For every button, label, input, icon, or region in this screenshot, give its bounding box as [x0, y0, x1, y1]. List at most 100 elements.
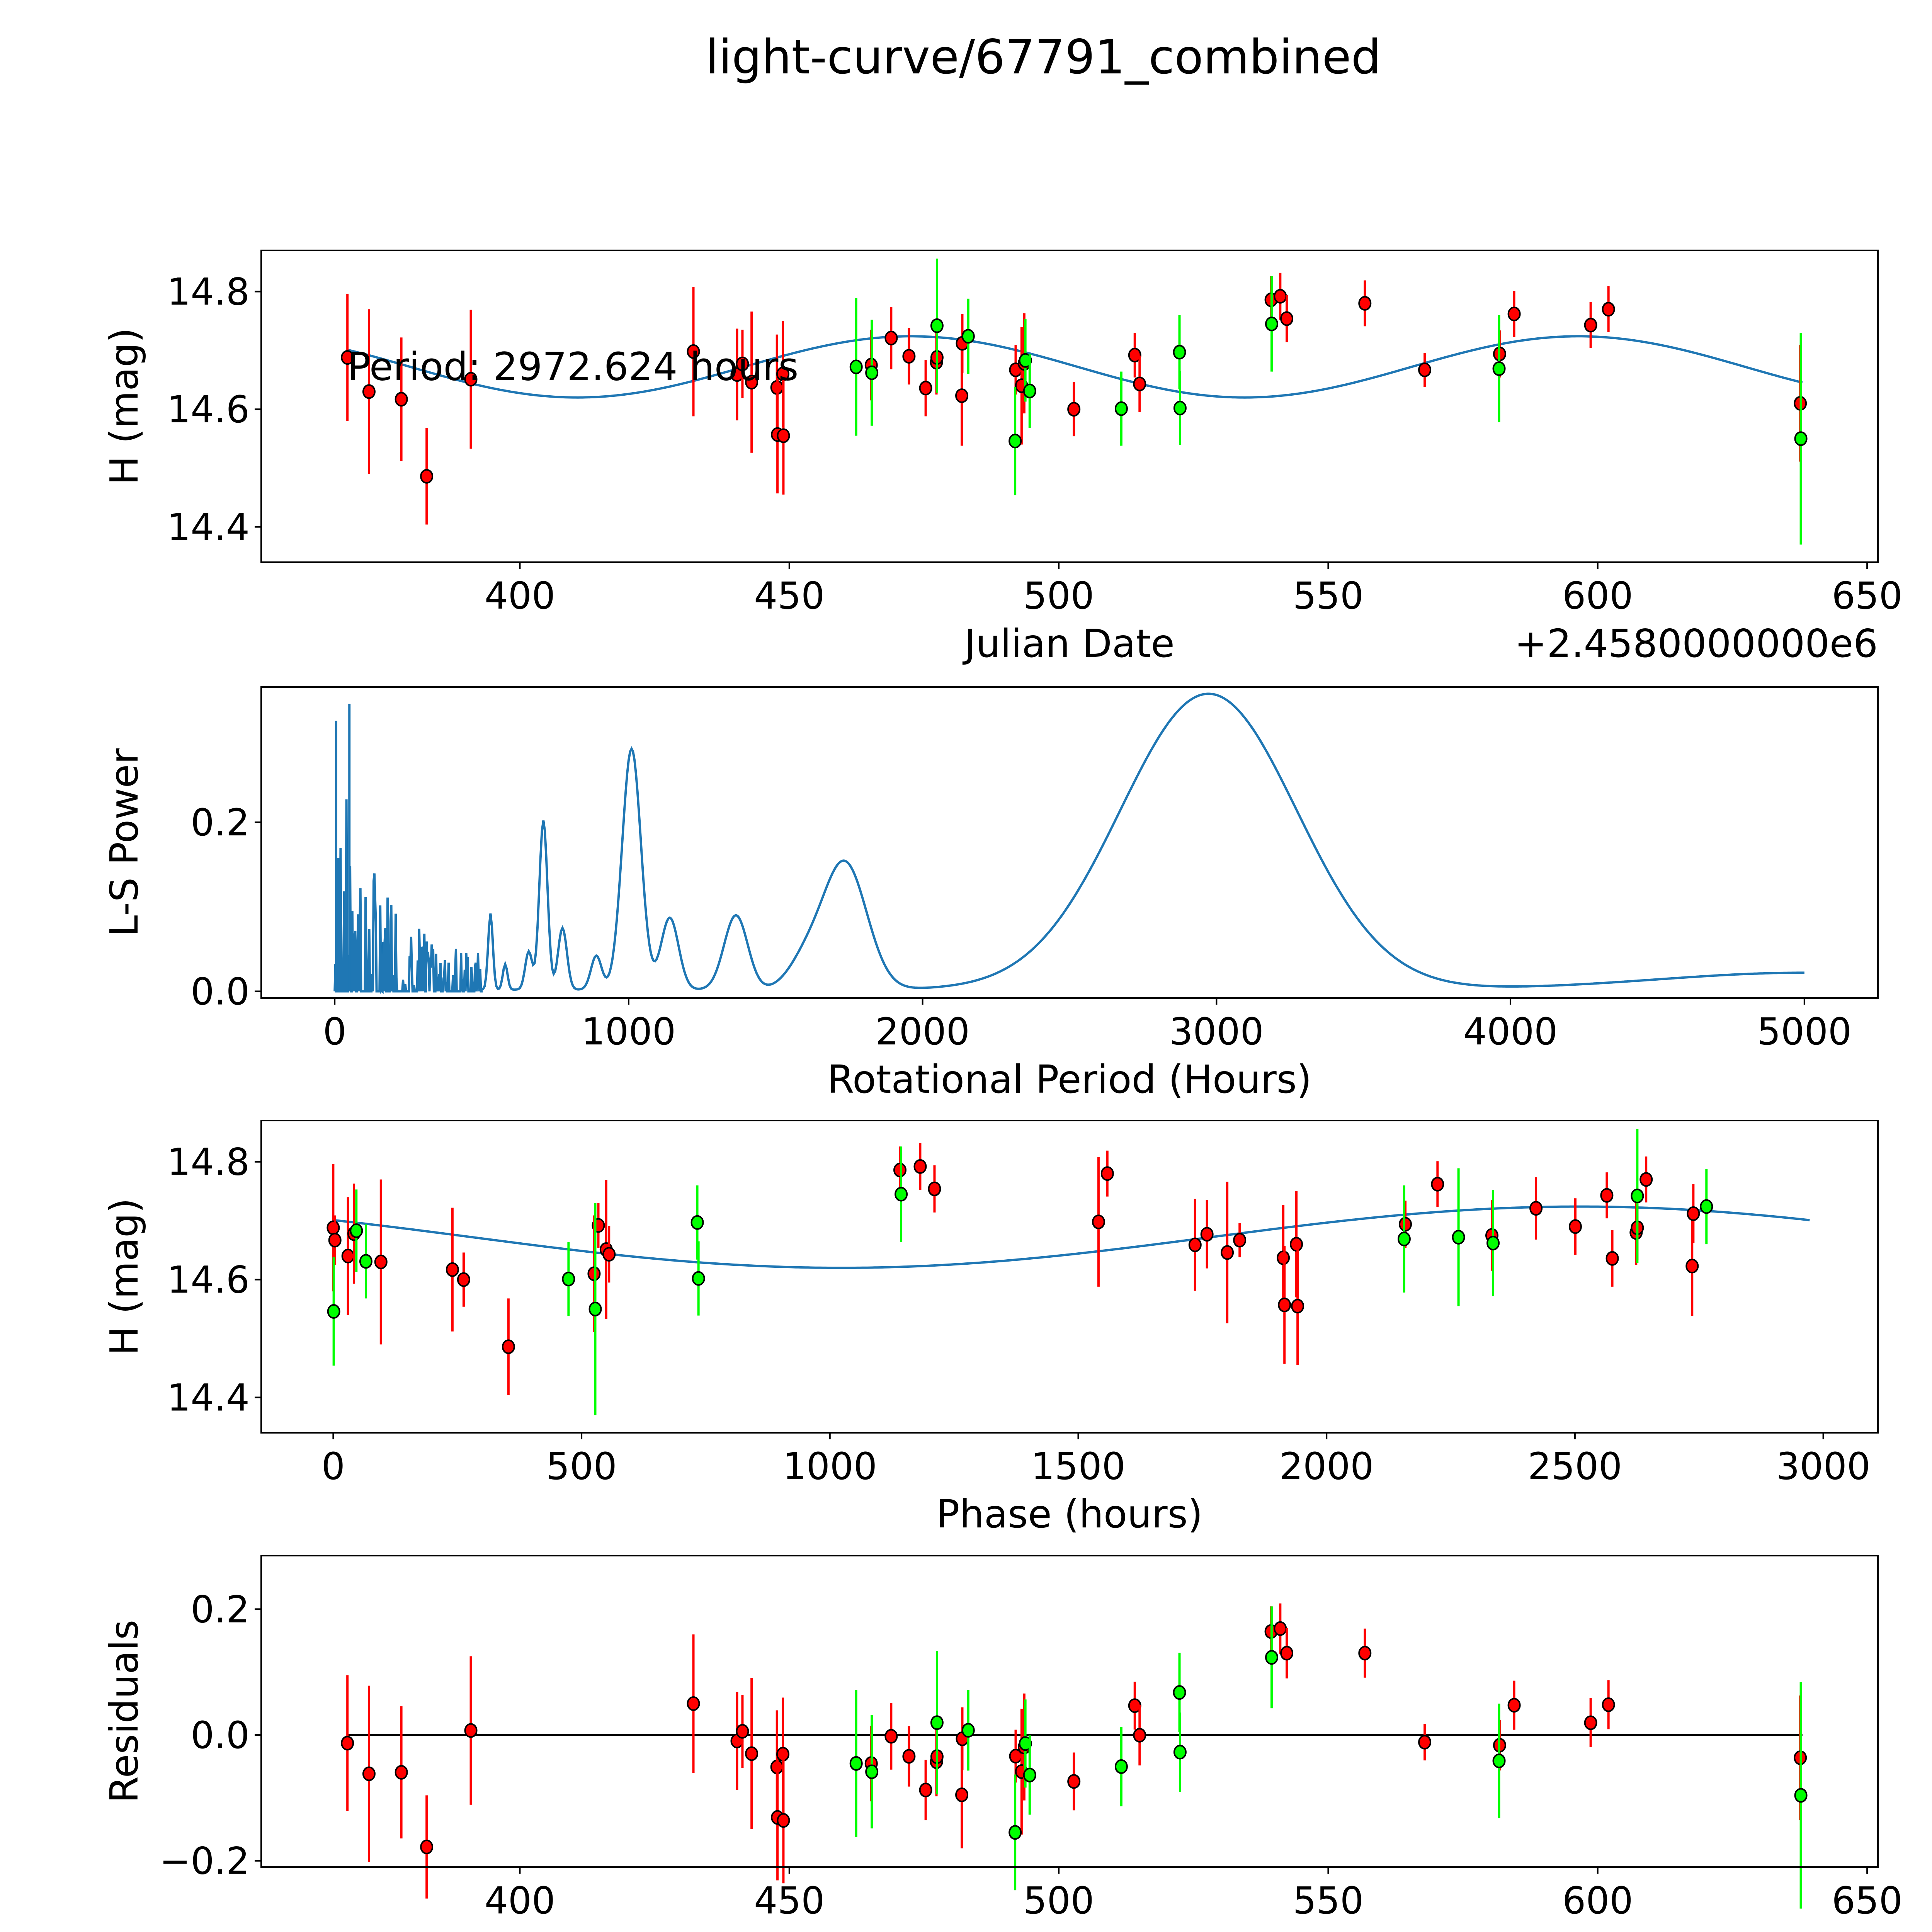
residual-point-red — [919, 1782, 932, 1798]
y-tick-label: 14.6 — [167, 388, 250, 431]
phased-point-red — [1278, 1298, 1291, 1313]
residual-point-red — [1507, 1698, 1521, 1713]
residual-point-green — [1009, 1825, 1022, 1840]
residual-point-green — [930, 1715, 944, 1730]
residual-point-red — [420, 1839, 434, 1854]
residual-point-red — [745, 1746, 759, 1761]
data-point-green — [1019, 353, 1032, 368]
data-point-green — [1492, 361, 1506, 376]
data-point-red — [1274, 289, 1287, 304]
data-point-green — [961, 329, 975, 344]
phased-point-red — [913, 1159, 927, 1174]
y-axis-label: H (mag) — [102, 1198, 147, 1355]
phased-point-green — [1631, 1189, 1644, 1204]
x-tick-label: 450 — [754, 1879, 825, 1922]
phased-point-red — [1100, 1166, 1114, 1181]
data-point-red — [420, 469, 434, 484]
x-tick-label: 500 — [546, 1445, 617, 1488]
y-tick-label: 14.4 — [167, 506, 250, 549]
data-point-red — [341, 350, 354, 365]
residual-point-green — [1019, 1736, 1032, 1751]
x-tick-label: 500 — [1023, 574, 1094, 617]
x-tick-label: 4000 — [1463, 1010, 1558, 1053]
residual-point-red — [1133, 1728, 1146, 1743]
y-tick-label: 0.2 — [190, 801, 250, 844]
phased-point-red — [928, 1181, 941, 1196]
residual-point-red — [1067, 1774, 1081, 1789]
phased-point-green — [895, 1187, 908, 1202]
y-tick-label: 0.2 — [190, 1588, 250, 1631]
phased-point-green — [1397, 1231, 1411, 1247]
residual-point-green — [1114, 1759, 1128, 1774]
phased-point-green — [350, 1223, 363, 1238]
residual-point-red — [1602, 1697, 1615, 1712]
data-point-red — [464, 372, 478, 387]
y-tick-label: 14.8 — [167, 1141, 250, 1184]
x-tick-label: 5000 — [1757, 1010, 1852, 1053]
x-tick-label: 0 — [321, 1445, 345, 1488]
phased-point-green — [1452, 1230, 1465, 1245]
y-tick-label: 0.0 — [190, 970, 250, 1014]
phased-point-red — [602, 1247, 616, 1262]
residual-point-red — [687, 1696, 700, 1711]
residual-point-red — [1358, 1646, 1372, 1661]
data-point-green — [849, 359, 863, 374]
phased-point-green — [692, 1271, 705, 1286]
phased-point-red — [587, 1266, 601, 1281]
data-point-red — [777, 428, 790, 443]
data-point-red — [736, 356, 749, 371]
y-axis-label: L-S Power — [102, 748, 147, 937]
phased-point-red — [1277, 1250, 1290, 1265]
phased-point-red — [1291, 1299, 1304, 1314]
x-tick-label: 2500 — [1528, 1445, 1622, 1488]
data-point-green — [930, 318, 944, 333]
data-point-green — [865, 365, 879, 380]
residual-point-red — [955, 1787, 969, 1802]
x-tick-label: 450 — [754, 574, 825, 617]
data-point-green — [1114, 401, 1128, 416]
data-point-red — [955, 388, 969, 403]
axes-frame — [260, 1120, 1879, 1434]
y-tick-label: 14.8 — [167, 270, 250, 314]
data-point-green — [1023, 383, 1036, 398]
x-tick-label: 1500 — [1031, 1445, 1125, 1488]
residual-point-green — [1492, 1753, 1506, 1769]
phased-point-green — [588, 1301, 602, 1316]
data-point-red — [1358, 296, 1372, 311]
residual-point-red — [341, 1736, 354, 1751]
phased-point-red — [1529, 1201, 1543, 1216]
x-tick-label: 3000 — [1169, 1010, 1264, 1053]
data-point-red — [395, 392, 408, 407]
residual-point-green — [849, 1756, 863, 1771]
phased-point-red — [1600, 1188, 1614, 1203]
phased-point-red — [1605, 1251, 1619, 1266]
axes-frame — [260, 250, 1879, 563]
x-tick-label: 1000 — [783, 1445, 877, 1488]
periodogram-line — [333, 692, 1804, 995]
x-tick-label: 550 — [1293, 574, 1364, 617]
data-point-red — [687, 344, 700, 359]
x-tick-label: 3000 — [1776, 1445, 1870, 1488]
data-point-green — [1009, 434, 1022, 449]
phased-point-green — [327, 1304, 340, 1319]
data-point-red — [362, 384, 376, 399]
phased-point-green — [690, 1215, 704, 1230]
x-tick-label: 400 — [485, 1879, 555, 1922]
residual-point-red — [1584, 1715, 1597, 1730]
phased-lightcurve-axes: 0 500 1000 1500 2000 2500 3000 14.4 14.6 14.8 Phas… — [102, 1120, 1879, 1537]
y-tick-label: 0.0 — [190, 1714, 250, 1757]
residual-point-red — [736, 1724, 749, 1739]
phased-fit-curve — [333, 1205, 1810, 1269]
data-point-red — [1602, 302, 1615, 317]
residual-point-red — [1418, 1735, 1432, 1750]
phased-point-red — [1639, 1172, 1653, 1187]
data-point-red — [1418, 362, 1432, 378]
phased-point-red — [1685, 1259, 1699, 1274]
residual-point-green — [1794, 1788, 1808, 1803]
x-axis-label: Rotational Period (Hours) — [827, 1057, 1312, 1102]
residual-point-red — [777, 1813, 790, 1828]
phased-point-red — [502, 1339, 515, 1354]
phased-point-red — [328, 1233, 342, 1248]
